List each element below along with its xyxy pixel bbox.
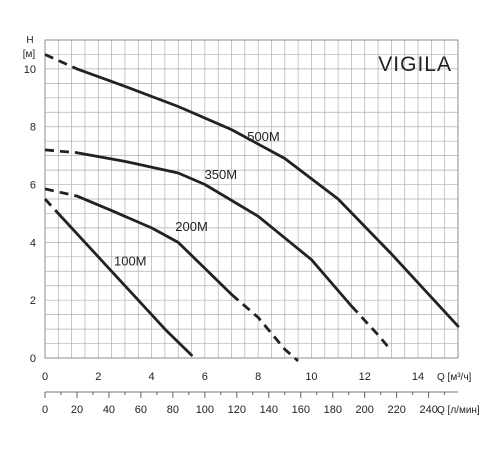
x2-tick-label: 220 — [388, 404, 406, 416]
y-axis-unit: [м] — [23, 49, 36, 60]
curve-100M — [56, 212, 193, 357]
x-tick-label: 14 — [412, 371, 424, 383]
x2-tick-label: 160 — [292, 404, 310, 416]
curve-200M — [75, 194, 233, 296]
y-tick-label: 4 — [30, 237, 36, 249]
curve-500M-dashed — [44, 53, 78, 71]
chart-grid — [44, 39, 459, 359]
y-tick-label: 2 — [30, 295, 36, 307]
series-label-500M: 500M — [247, 129, 280, 144]
y-axis-label: H — [26, 35, 33, 46]
x2-tick-label: 200 — [356, 404, 374, 416]
x-axis-label: Q [м³/ч] — [437, 372, 472, 383]
chart-labels: VIGILA H [м] Q [м³/ч] Q [л/мин] — [23, 35, 480, 416]
x2-tick-label: 140 — [260, 404, 278, 416]
chart-curves: 100M 200M 350M 500M — [43, 53, 460, 362]
x2-tick-label: 120 — [228, 404, 246, 416]
x2-tick-label: 180 — [324, 404, 342, 416]
x2-tick-label: 80 — [167, 404, 179, 416]
x-tick-label: 8 — [255, 371, 261, 383]
curve-350M — [75, 151, 353, 308]
curve-200M-dashed — [230, 293, 300, 362]
curve-100M-dashed — [43, 198, 60, 215]
y-tick-label: 6 — [30, 180, 36, 192]
y-tick-label: 10 — [24, 64, 36, 76]
series-label-100M: 100M — [114, 253, 147, 268]
x2-tick-label: 40 — [103, 404, 115, 416]
y-tick-label: 0 — [30, 353, 36, 365]
curve-500M — [75, 67, 460, 328]
x-tick-label: 6 — [202, 371, 208, 383]
curve-350M-dashed — [350, 305, 393, 352]
x2-tick-label: 240 — [420, 404, 438, 416]
x2-tick-label: 60 — [135, 404, 147, 416]
x-tick-label: 10 — [305, 371, 317, 383]
x2-tick-label: 100 — [196, 404, 214, 416]
curve-200M-dashed — [44, 187, 78, 198]
curve-350M-dashed — [44, 148, 78, 155]
x-tick-label: 0 — [42, 371, 48, 383]
x2-tick-label: 20 — [71, 404, 83, 416]
series-label-200M: 200M — [175, 219, 208, 234]
x-tick-label: 4 — [149, 371, 155, 383]
y-tick-label: 8 — [30, 122, 36, 134]
x-tick-label: 12 — [359, 371, 371, 383]
chart-title: VIGILA — [378, 53, 452, 76]
x2-tick-label: 0 — [42, 404, 48, 416]
x2-axis-label: Q [л/мин] — [437, 405, 480, 416]
x-tick-label: 2 — [95, 371, 101, 383]
series-label-350M: 350M — [205, 167, 238, 182]
